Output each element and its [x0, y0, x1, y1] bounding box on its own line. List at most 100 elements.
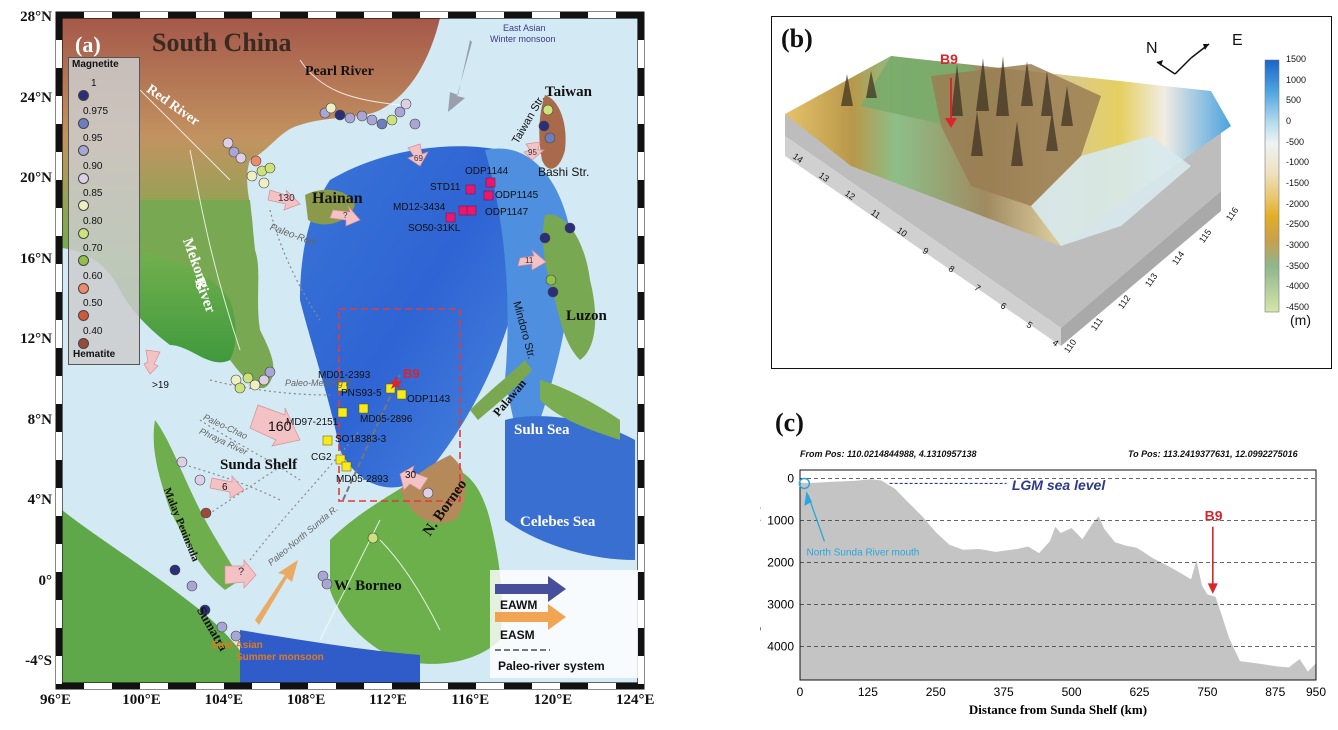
legend-value: 0.40: [83, 325, 103, 337]
profile-chart: LGM sea level North Sunda River mouth B9 0 1…: [760, 469, 1326, 717]
river-mouth-arrowhead: [804, 491, 812, 506]
winter-monsoon-label-1: East Asian: [503, 23, 546, 33]
yellow-site-squares: [322, 381, 407, 472]
panel-b-b9-label: B9: [940, 51, 958, 67]
lat-label: 28°N: [20, 9, 52, 25]
site-md05-2896: MD05-2896: [360, 414, 413, 425]
winter-monsoon-label-2: Winter monsoon: [490, 34, 556, 44]
magnetite-legend: Magnetite Hematite 1 0.975 0.95 0.90 0.85 0.8…: [68, 57, 140, 365]
colorbar-tick: -500: [1286, 136, 1305, 147]
panel-c-label: (c): [775, 408, 804, 437]
legend-value: 0.95: [83, 133, 103, 144]
transect-line: [342, 374, 401, 501]
legend-swatch: [78, 172, 89, 184]
legend-swatch: [78, 117, 89, 129]
panel-b-frame: [771, 16, 1332, 369]
map-svg: [55, 11, 645, 690]
y-axis-label: Depth below sea level (m): [760, 504, 761, 646]
y-tick: 1000: [767, 513, 794, 527]
lon-label: 120°E: [533, 692, 573, 708]
y-tick: 4000: [767, 639, 794, 653]
site-odp1147: ODP1147: [485, 207, 529, 218]
site-md12-3434: MD12-3434: [393, 202, 446, 213]
colorbar-tick: -4000: [1286, 281, 1310, 292]
plot-frame: [799, 469, 1317, 681]
site-odp1145: ODP1145: [495, 190, 539, 201]
inset-arrows: [495, 576, 566, 651]
colorbar-unit: (m): [1290, 312, 1311, 328]
flux-hainan: ?: [343, 211, 348, 220]
legend-value: 0.85: [83, 188, 103, 199]
paleo-river-label: Paleo-river system: [498, 659, 605, 673]
paleo-mekong-label: Paleo-Mekong R.: [285, 378, 355, 388]
site-pns93-5: PNS93-5: [341, 388, 382, 399]
panel-a-map: [0, 0, 650, 710]
taiwan-label: Taiwan: [545, 84, 592, 100]
sulu-sea-label: Sulu Sea: [514, 422, 570, 438]
flux-130: 130: [278, 193, 295, 204]
south-china-label: South China: [152, 28, 292, 57]
legend-swatch: [78, 200, 89, 211]
flux-sumatra: ?: [238, 566, 245, 578]
legend-value: 1: [91, 78, 97, 89]
panel-a-label: (a): [75, 32, 101, 57]
x-tick: 500: [1062, 685, 1082, 699]
lat-label: -4°S: [25, 653, 52, 669]
site-so50-31kl: SO50-31KL: [408, 223, 461, 234]
pearl-river-label: Pearl River: [305, 64, 374, 79]
to-pos-text: To Pos: 113.2419377631, 12.0992275016: [1128, 449, 1298, 459]
lon-label: 100°E: [122, 692, 161, 708]
panel-a-b9-label: B9: [403, 366, 420, 381]
lat-label: 12°N: [20, 331, 52, 347]
panel-b-label: (b): [781, 24, 813, 53]
flux-6: 6: [222, 482, 228, 493]
easm-label: EASM: [500, 628, 535, 642]
colorbar-tick: 500: [1286, 95, 1302, 106]
flux-95: 95: [528, 148, 537, 157]
compass-e: E: [1232, 32, 1243, 49]
pink-site-squares: [445, 177, 496, 223]
flux-160: 160: [268, 418, 292, 434]
flux-arrows: [143, 141, 547, 589]
lon-label: 108°E: [286, 692, 326, 708]
winter-monsoon-arrow: [448, 40, 472, 112]
x-tick: 0: [797, 685, 804, 699]
y-tick: 2000: [767, 555, 794, 569]
lat-label: 20°N: [20, 170, 52, 186]
study-area-box: [338, 308, 461, 502]
summer-monsoon-arrow: [255, 560, 298, 625]
lat-label: 16°N: [20, 250, 52, 267]
legend-swatch: [78, 145, 89, 156]
legend-swatch: [78, 337, 89, 349]
lon-label: 96°E: [40, 692, 72, 708]
river-mouth-marker: [798, 477, 811, 490]
flux-11: 11: [525, 256, 534, 265]
site-std11: STD11: [430, 182, 461, 193]
panel-b-3d-surface: [785, 43, 1280, 346]
b9-star: [389, 376, 403, 389]
compass-n: N: [1146, 40, 1158, 57]
profile-area: [800, 479, 1316, 680]
colorbar-tick: -1000: [1286, 157, 1310, 168]
bashi-strait-label: Bashi Str.: [538, 165, 590, 179]
x-axis-label: Distance from Sunda Shelf (km): [969, 702, 1147, 717]
legend-swatch: [78, 227, 89, 239]
flux-69: 69: [414, 154, 423, 163]
colorbar-tick: -1500: [1286, 178, 1310, 188]
lon-label: 104°E: [204, 692, 244, 708]
colorbar-tick: -3500: [1286, 260, 1310, 271]
x-tick: 875: [1265, 685, 1285, 699]
sample-circles: [169, 98, 576, 642]
legend-value: 0.70: [83, 243, 103, 254]
colorbar-tick: -3000: [1286, 240, 1310, 250]
summer-monsoon-label-2: Summer monsoon: [236, 652, 324, 663]
celebes-sea-label: Celebes Sea: [520, 514, 596, 530]
site-so18383-3: SO18383-3: [335, 434, 387, 445]
river-mouth-label: North Sunda River mouth: [807, 547, 920, 558]
lon-label: 116°E: [451, 692, 490, 708]
colorbar-tick: 1500: [1286, 54, 1307, 64]
w-borneo-label: W. Borneo: [334, 578, 402, 594]
lat-label: 4°N: [27, 492, 52, 508]
legend-swatch: [78, 90, 89, 101]
colorbar-tick: -2500: [1286, 219, 1310, 230]
